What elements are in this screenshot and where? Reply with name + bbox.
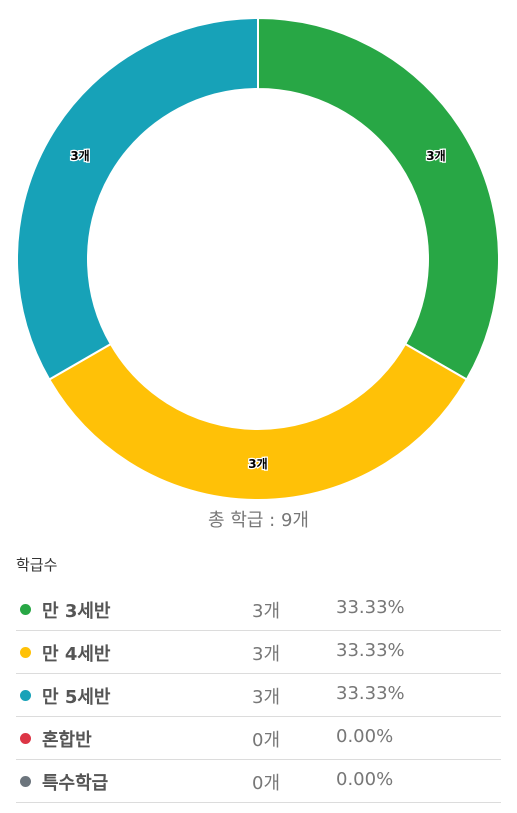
legend-percent: 0.00%	[336, 769, 394, 790]
legend-dot	[20, 604, 31, 615]
legend-title: 학급수	[16, 556, 58, 574]
legend-name: 특수학급	[42, 773, 109, 794]
legend-percent: 0.00%	[336, 726, 394, 747]
legend-row[interactable]: 만 3세반 3개 33.33%	[16, 588, 501, 631]
donut-slice[interactable]	[47, 342, 469, 500]
donut-svg: 3개 3개 3개	[16, 16, 500, 500]
legend-name: 만 3세반	[42, 601, 111, 622]
legend-row[interactable]: 혼합반 0개 0.00%	[16, 717, 501, 760]
donut-slice[interactable]	[16, 16, 259, 381]
legend-row[interactable]: 만 4세반 3개 33.33%	[16, 631, 501, 674]
legend-count: 3개	[252, 644, 281, 665]
legend-percent: 33.33%	[336, 597, 405, 618]
legend-name: 혼합반	[42, 730, 92, 751]
legend-percent: 33.33%	[336, 683, 405, 704]
legend-row[interactable]: 특수학급 0개 0.00%	[16, 760, 501, 803]
legend-percent: 33.33%	[336, 640, 405, 661]
legend-count: 3개	[252, 687, 281, 708]
slice-value-label: 3개	[426, 149, 445, 163]
donut-slice[interactable]	[257, 16, 500, 381]
legend-dot	[20, 733, 31, 744]
legend-count: 3개	[252, 601, 281, 622]
legend-count: 0개	[252, 773, 281, 794]
legend-table: 만 3세반 3개 33.33% 만 4세반 3개 33.33% 만 5세반 3개…	[16, 588, 501, 803]
legend-dot	[20, 776, 31, 787]
legend-row[interactable]: 만 5세반 3개 33.33%	[16, 674, 501, 717]
slice-value-label: 3개	[248, 457, 267, 471]
legend-count: 0개	[252, 730, 281, 751]
legend-dot	[20, 690, 31, 701]
total-classes-label: 총 학급 : 9개	[208, 510, 309, 531]
slice-value-label: 3개	[70, 149, 89, 163]
legend-dot	[20, 647, 31, 658]
legend-name: 만 4세반	[42, 644, 111, 665]
donut-chart: 3개 3개 3개	[16, 16, 500, 500]
legend-name: 만 5세반	[42, 687, 111, 708]
